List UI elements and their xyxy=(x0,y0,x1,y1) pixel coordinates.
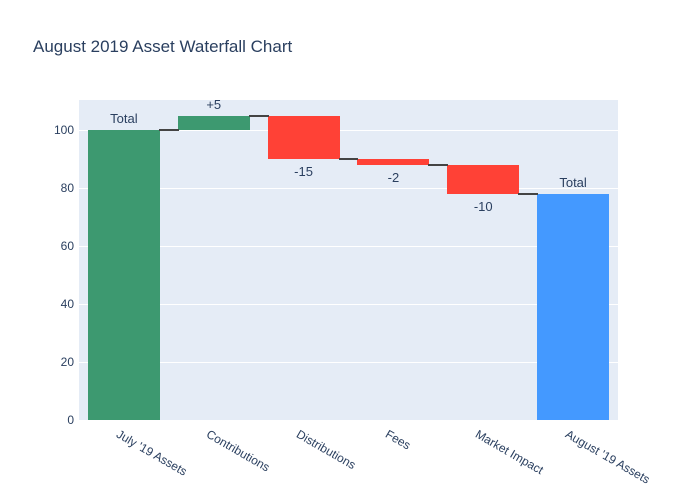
bar-label-contributions: +5 xyxy=(206,97,222,113)
ytick-label-40: 40 xyxy=(60,297,74,312)
connector-market-impact-to-august-19-assets xyxy=(518,192,539,195)
connector-fees-to-market-impact xyxy=(428,163,449,166)
gridline-y-40 xyxy=(79,303,618,305)
xtick-label-july-19-assets: July '19 Assets xyxy=(113,427,190,479)
plot-area: Total +5 -15 -2 -10 Total xyxy=(79,97,618,421)
xtick-label-market-impact: Market Impact xyxy=(473,427,547,478)
connector-contributions-to-distributions xyxy=(248,114,269,117)
ytick-label-100: 100 xyxy=(53,123,74,138)
bar-label-distributions: -15 xyxy=(294,164,313,180)
xtick-label-fees: Fees xyxy=(383,427,414,453)
bar-label-market-impact: -10 xyxy=(473,199,493,215)
ytick-label-60: 60 xyxy=(60,239,74,254)
plot-background xyxy=(79,100,618,420)
gridline-y-80 xyxy=(79,187,618,189)
bar-distributions[interactable] xyxy=(267,116,340,160)
bar-label-august-19-assets: Total xyxy=(559,175,587,191)
xtick-label-august-19-assets: August '19 Assets xyxy=(563,427,653,487)
bar-label-july-19-assets: Total xyxy=(110,111,138,127)
gridline-y-60 xyxy=(79,245,618,247)
ytick-label-80: 80 xyxy=(60,181,74,196)
gridline-y-20 xyxy=(79,361,618,363)
bar-july-19-assets[interactable] xyxy=(87,130,160,420)
connector-july-19-assets-to-contributions xyxy=(158,128,179,131)
xtick-label-distributions: Distributions xyxy=(293,427,358,473)
ytick-label-0: 0 xyxy=(67,413,74,427)
bar-fees[interactable] xyxy=(357,159,430,166)
chart-title: August 2019 Asset Waterfall Chart xyxy=(33,37,293,56)
gridline-y-0 xyxy=(79,419,618,421)
xtick-label-contributions: Contributions xyxy=(203,427,272,475)
ytick-label-20: 20 xyxy=(60,355,74,370)
gridline-y-100 xyxy=(79,129,618,131)
connector-distributions-to-fees xyxy=(338,157,359,160)
bar-market-impact[interactable] xyxy=(447,165,520,195)
bar-label-fees: -2 xyxy=(387,170,400,186)
bar-contributions[interactable] xyxy=(177,116,250,131)
bar-august-19-assets[interactable] xyxy=(537,194,609,420)
